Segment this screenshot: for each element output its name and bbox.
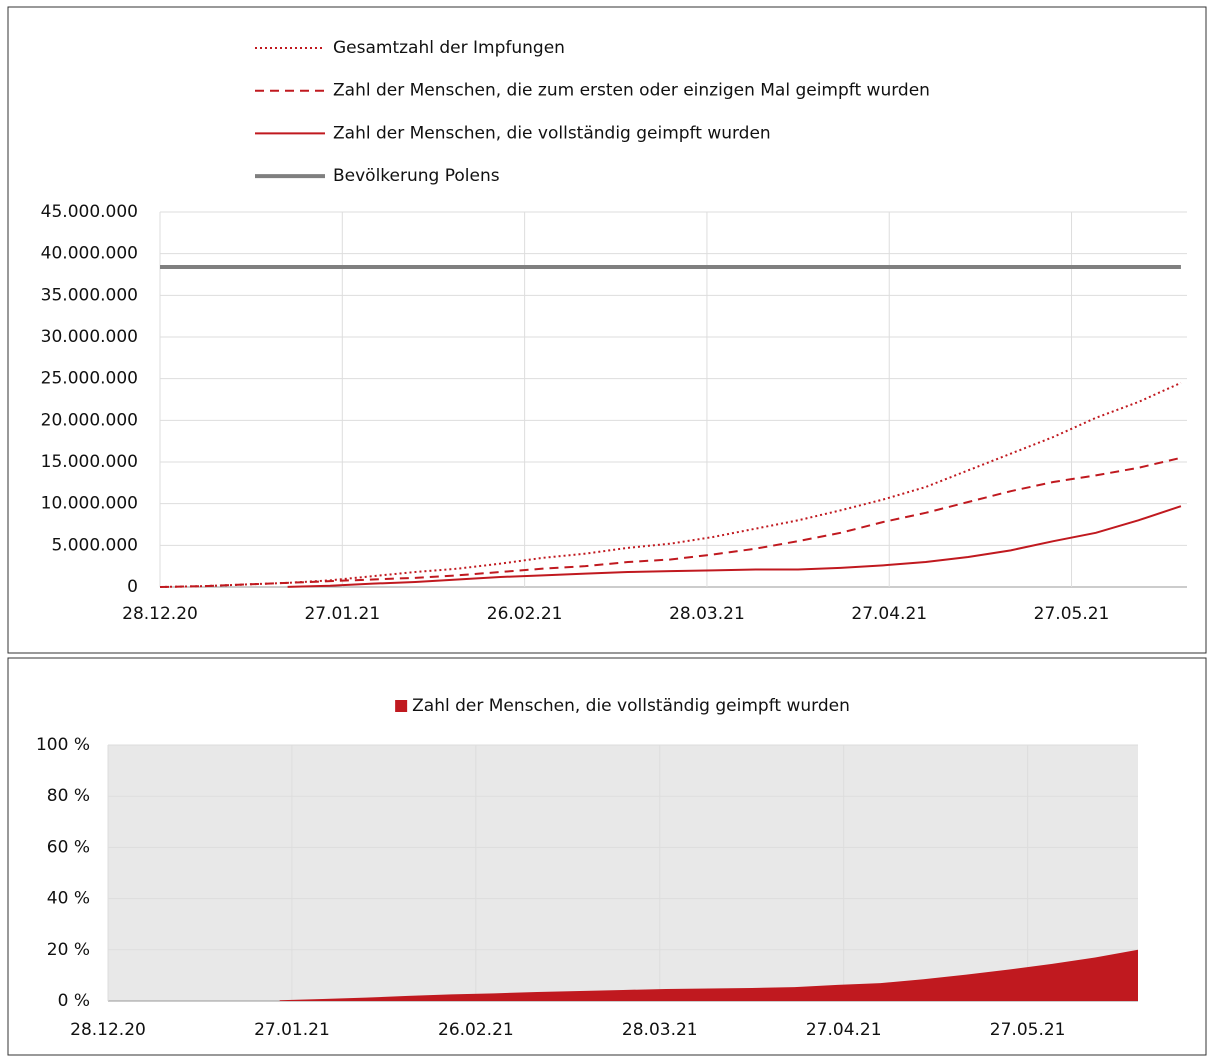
y-tick-label: 35.000.000 bbox=[41, 285, 138, 305]
panel bbox=[7, 6, 1207, 654]
x-tick-label: 27.04.21 bbox=[851, 604, 927, 624]
y-tick-label: 20.000.000 bbox=[41, 410, 138, 430]
plot-area bbox=[108, 745, 1138, 1001]
x-tick-label: 27.01.21 bbox=[254, 1020, 330, 1040]
legend-label: Zahl der Menschen, die vollständig geimp… bbox=[412, 696, 850, 716]
legend-label: Bevölkerung Polens bbox=[333, 166, 500, 186]
y-tick-label: 0 % bbox=[58, 991, 90, 1011]
y-tick-label: 40 % bbox=[47, 889, 90, 909]
x-tick-label: 27.05.21 bbox=[990, 1020, 1066, 1040]
x-tick-label: 26.02.21 bbox=[487, 604, 563, 624]
line bbox=[287, 505, 1182, 588]
x-tick-label: 28.03.21 bbox=[622, 1020, 698, 1040]
x-tick-label: 27.01.21 bbox=[304, 604, 380, 624]
y-tick-label: 80 % bbox=[47, 786, 90, 806]
y-tick-label: 0 bbox=[127, 577, 138, 597]
y-tick-label: 20 % bbox=[47, 940, 90, 960]
y-tick-label: 10.000.000 bbox=[41, 494, 138, 514]
y-tick-label: 40.000.000 bbox=[41, 244, 138, 264]
y-tick-label: 45.000.000 bbox=[41, 202, 138, 222]
y-tick-label: 5.000.000 bbox=[51, 535, 138, 555]
y-tick-label: 100 % bbox=[36, 735, 90, 755]
area bbox=[279, 949, 1139, 1001]
legend-label: Gesamtzahl der Impfungen bbox=[333, 38, 565, 58]
line bbox=[159, 456, 1182, 588]
x-tick-label: 27.04.21 bbox=[806, 1020, 882, 1040]
legend-label: Zahl der Menschen, die vollständig geimp… bbox=[333, 123, 771, 143]
x-tick-label: 27.05.21 bbox=[1034, 604, 1110, 624]
y-tick-label: 60 % bbox=[47, 837, 90, 857]
x-tick-label: 26.02.21 bbox=[438, 1020, 514, 1040]
y-tick-label: 25.000.000 bbox=[41, 369, 138, 389]
x-tick-label: 28.03.21 bbox=[669, 604, 745, 624]
legend-label: Zahl der Menschen, die zum ersten oder e… bbox=[333, 81, 930, 101]
y-tick-label: 30.000.000 bbox=[41, 327, 138, 347]
x-tick-label: 28.12.20 bbox=[122, 604, 198, 624]
y-tick-label: 15.000.000 bbox=[41, 452, 138, 472]
x-tick-label: 28.12.20 bbox=[70, 1020, 146, 1040]
legend-swatch bbox=[395, 700, 408, 712]
